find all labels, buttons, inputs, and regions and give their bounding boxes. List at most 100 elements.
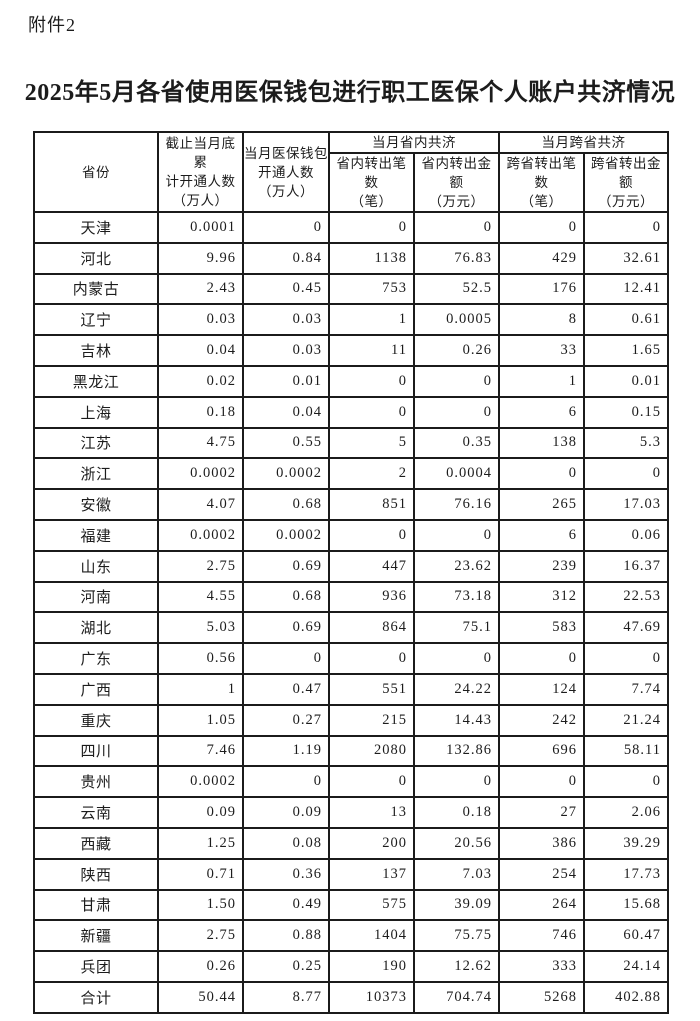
value-cell: 0.03 <box>242 303 330 337</box>
table-row: 陕西 0.71 0.36 137 7.03 254 17.73 <box>33 857 669 891</box>
value-cell: 0.88 <box>242 919 330 953</box>
header-row-top: 省份 截止当月底累 计开通人数 （万人） 当月医保钱包 开通人数 （万人） 当月… <box>33 131 669 213</box>
table-row: 重庆 1.05 0.27 215 14.43 242 21.24 <box>33 703 669 737</box>
value-cell: 2.06 <box>583 796 669 829</box>
province-cell: 广西 <box>33 672 159 706</box>
value-cell: 17.73 <box>583 857 669 891</box>
province-cell: 江苏 <box>33 426 159 460</box>
value-cell: 0.04 <box>157 334 244 367</box>
value-cell: 704.74 <box>413 980 500 1014</box>
value-cell: 20.56 <box>413 826 500 860</box>
value-cell: 1 <box>328 303 415 337</box>
table-row: 河南 4.55 0.68 936 73.18 312 22.53 <box>33 580 669 614</box>
province-cell: 新疆 <box>33 919 159 953</box>
value-cell: 1.50 <box>157 888 244 922</box>
province-cell: 福建 <box>33 518 159 552</box>
value-cell: 33 <box>498 334 585 367</box>
col-header-cross-province-group: 当月跨省共济 <box>498 131 669 154</box>
value-cell: 0 <box>328 364 415 398</box>
value-cell: 0 <box>583 765 669 799</box>
table-row: 江苏 4.75 0.55 5 0.35 138 5.3 <box>33 426 669 460</box>
value-cell: 0.0002 <box>157 457 244 491</box>
page-title: 2025年5月各省使用医保钱包进行职工医保个人账户共济情况 <box>24 80 676 106</box>
value-cell: 0 <box>413 364 500 398</box>
value-cell: 200 <box>328 826 415 860</box>
province-cell: 山东 <box>33 549 159 583</box>
value-cell: 23.62 <box>413 549 500 583</box>
value-cell: 0.15 <box>583 395 669 429</box>
value-cell: 0.49 <box>242 888 330 922</box>
province-cell: 广东 <box>33 642 159 675</box>
value-cell: 0.69 <box>242 611 330 645</box>
value-cell: 936 <box>328 580 415 614</box>
table-row: 西藏 1.25 0.08 200 20.56 386 39.29 <box>33 826 669 860</box>
value-cell: 1.65 <box>583 334 669 367</box>
table-row: 吉林 0.04 0.03 11 0.26 33 1.65 <box>33 334 669 367</box>
value-cell: 447 <box>328 549 415 583</box>
table-row: 湖北 5.03 0.69 864 75.1 583 47.69 <box>33 611 669 645</box>
value-cell: 10373 <box>328 980 415 1014</box>
table-row: 浙江 0.0002 0.0002 2 0.0004 0 0 <box>33 457 669 491</box>
table-row: 辽宁 0.03 0.03 1 0.0005 8 0.61 <box>33 303 669 337</box>
province-cell: 黑龙江 <box>33 364 159 398</box>
value-cell: 242 <box>498 703 585 737</box>
value-cell: 0 <box>242 211 330 244</box>
table-row: 河北 9.96 0.84 1138 76.83 429 32.61 <box>33 241 669 275</box>
table-row: 云南 0.09 0.09 13 0.18 27 2.06 <box>33 796 669 829</box>
value-cell: 0.04 <box>242 395 330 429</box>
value-cell: 0.68 <box>242 488 330 521</box>
table-row: 上海 0.18 0.04 0 0 6 0.15 <box>33 395 669 429</box>
value-cell: 2.75 <box>157 919 244 953</box>
value-cell: 0.0005 <box>413 303 500 337</box>
value-cell: 239 <box>498 549 585 583</box>
value-cell: 124 <box>498 672 585 706</box>
value-cell: 1.05 <box>157 703 244 737</box>
province-cell: 合计 <box>33 980 159 1014</box>
attachment-label: 附件2 <box>28 15 76 35</box>
province-cell: 天津 <box>33 211 159 244</box>
value-cell: 0.71 <box>157 857 244 891</box>
value-cell: 0.25 <box>242 950 330 983</box>
province-cell: 兵团 <box>33 950 159 983</box>
value-cell: 0.0002 <box>242 457 330 491</box>
table-row: 甘肃 1.50 0.49 575 39.09 264 15.68 <box>33 888 669 922</box>
table-row: 贵州 0.0002 0 0 0 0 0 <box>33 765 669 799</box>
table-body: 天津 0.0001 0 0 0 0 0 河北 9.96 0.84 1138 76.83 429 32.61… <box>33 211 669 1014</box>
value-cell: 0.45 <box>242 272 330 306</box>
col-header-intra-amount: 省内转出金额 （万元） <box>413 152 500 213</box>
value-cell: 0.0001 <box>157 211 244 244</box>
value-cell: 7.46 <box>157 734 244 768</box>
value-cell: 1 <box>157 672 244 706</box>
table-row: 兵团 0.26 0.25 190 12.62 333 24.14 <box>33 950 669 983</box>
value-cell: 0 <box>328 642 415 675</box>
value-cell: 138 <box>498 426 585 460</box>
value-cell: 2.43 <box>157 272 244 306</box>
value-cell: 2.75 <box>157 549 244 583</box>
value-cell: 851 <box>328 488 415 521</box>
value-cell: 0.08 <box>242 826 330 860</box>
value-cell: 76.83 <box>413 241 500 275</box>
value-cell: 73.18 <box>413 580 500 614</box>
value-cell: 333 <box>498 950 585 983</box>
province-cell: 四川 <box>33 734 159 768</box>
value-cell: 132.86 <box>413 734 500 768</box>
value-cell: 402.88 <box>583 980 669 1014</box>
value-cell: 76.16 <box>413 488 500 521</box>
col-header-cross-count: 跨省转出笔数 （笔） <box>498 152 585 213</box>
value-cell: 0.26 <box>157 950 244 983</box>
value-cell: 75.75 <box>413 919 500 953</box>
value-cell: 0.55 <box>242 426 330 460</box>
province-cell: 内蒙古 <box>33 272 159 306</box>
province-cell: 西藏 <box>33 826 159 860</box>
province-cell: 辽宁 <box>33 303 159 337</box>
value-cell: 16.37 <box>583 549 669 583</box>
value-cell: 386 <box>498 826 585 860</box>
value-cell: 1138 <box>328 241 415 275</box>
province-cell: 陕西 <box>33 857 159 891</box>
province-cell: 浙江 <box>33 457 159 491</box>
value-cell: 0 <box>242 642 330 675</box>
value-cell: 0 <box>498 765 585 799</box>
value-cell: 575 <box>328 888 415 922</box>
value-cell: 1 <box>498 364 585 398</box>
value-cell: 254 <box>498 857 585 891</box>
